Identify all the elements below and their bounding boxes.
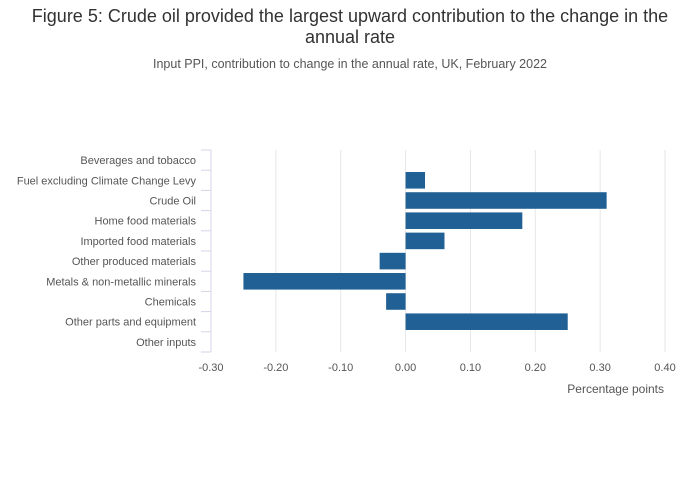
bar	[405, 192, 607, 209]
bar	[379, 252, 406, 270]
x-tick-label: 0.00	[395, 362, 416, 374]
chart-subtitle: Input PPI, contribution to change in the…	[152, 57, 547, 71]
category-label: Beverages and tobacco	[80, 155, 196, 167]
x-tick-label: 0.20	[525, 362, 546, 374]
x-tick-label: 0.40	[654, 362, 675, 374]
bar	[405, 172, 426, 189]
x-tick-label: -0.10	[328, 362, 353, 374]
bar	[405, 313, 568, 330]
category-label: Home food materials	[95, 216, 197, 228]
category-labels: Beverages and tobacco Fuel excluding Clim…	[17, 155, 197, 349]
category-label: Other inputs	[136, 337, 196, 349]
bars	[243, 172, 607, 330]
x-tick-label: -0.30	[198, 362, 223, 374]
bar	[386, 293, 406, 310]
bar	[405, 232, 445, 250]
x-axis-ticks: -0.30 -0.20 -0.10 0.00 0.10 0.20 0.30 0.40	[198, 362, 675, 374]
x-tick-label: 0.30	[589, 362, 610, 374]
bar	[243, 273, 406, 290]
category-label: Fuel excluding Climate Change Levy	[17, 175, 197, 187]
x-tick-label: -0.20	[263, 362, 288, 374]
category-label: Imported food materials	[80, 236, 196, 248]
category-label: Crude Oil	[150, 196, 196, 208]
y-axis	[201, 149, 212, 353]
category-label: Chemicals	[145, 297, 197, 309]
x-tick-label: 0.10	[460, 362, 481, 374]
bar	[405, 212, 523, 229]
category-label: Metals & non-metallic minerals	[46, 276, 196, 288]
category-label: Other produced materials	[72, 256, 197, 268]
x-axis-title: Percentage points	[567, 382, 664, 396]
category-label: Other parts and equipment	[65, 317, 196, 329]
chart-title: Figure 5: Crude oil provided the largest…	[31, 6, 669, 47]
